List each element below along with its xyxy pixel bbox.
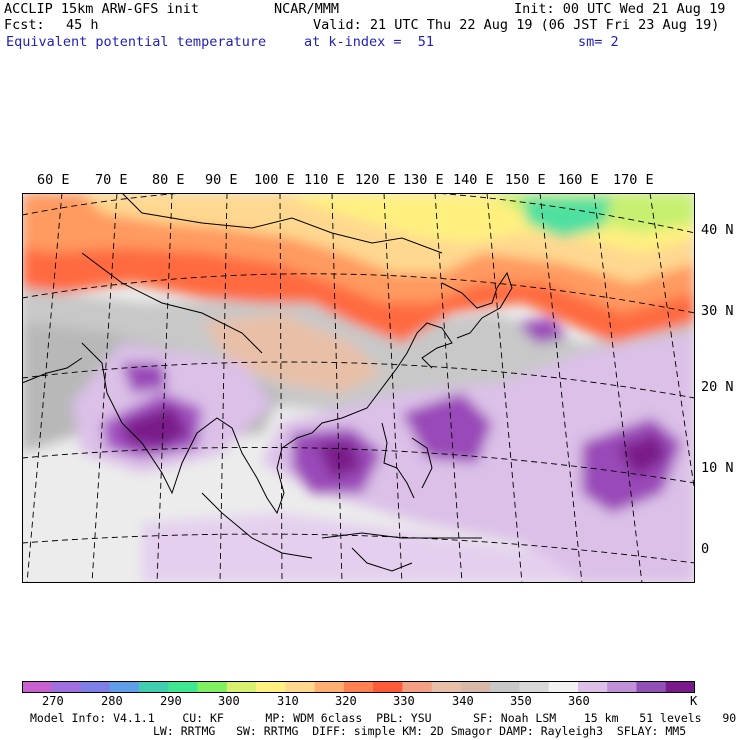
colorbar-tick-label: 330 [393,694,415,708]
colorbar-tick-label: 310 [277,694,299,708]
lon-label: 170 E [613,172,654,188]
colorbar-swatch [256,681,286,693]
lon-label: 70 E [95,172,128,188]
model-info-line-1: Model Info: V4.1.1 CU: KF MP: WDM 6class… [30,711,740,725]
lon-label: 80 E [152,172,185,188]
lat-label: 40 N [701,222,734,238]
colorbar-swatch [51,681,82,693]
colorbar-tick-label: 360 [568,694,590,708]
colorbar-swatch [402,681,433,693]
colorbar-swatch [665,681,695,693]
organization-label: NCAR/MMM [274,1,340,17]
colorbar-swatch [373,681,403,693]
colorbar-swatch [460,681,491,693]
colorbar-swatch [431,681,462,693]
lat-label: 0 [701,541,710,557]
colorbar-swatch [314,681,345,693]
colorbar-swatch [548,681,579,693]
model-info-line-2: LW: RRTMG SW: RRTMG DIFF: simple KM: 2D … [153,724,687,738]
colorbar-swatch [490,681,520,693]
colorbar-tick-label: 320 [335,694,357,708]
coastlines [22,193,513,572]
colorbar-swatch [519,681,550,693]
colorbar-tick-label: 290 [160,694,182,708]
colorbar-tick-label: 340 [452,694,474,708]
lon-label: 120 E [355,172,396,188]
forecast-hours: 45 h [66,17,99,33]
lat-label: 30 N [701,303,734,319]
colorbar-swatch [109,681,140,693]
colorbar-frame [22,681,695,693]
colorbar-swatch [168,681,199,693]
lon-label: 110 E [304,172,345,188]
colorbar-swatch [139,681,169,693]
colorbar-swatch [343,681,374,693]
lon-label: 140 E [453,172,494,188]
colorbar-tick-label: 280 [101,694,123,708]
graticule [22,193,695,583]
theta-e-map [22,193,695,583]
smoothing-label: sm= 2 [578,34,619,50]
lon-label: 60 E [37,172,70,188]
colorbar-swatch [607,681,637,693]
colorbar-unit: K [690,694,698,708]
colorbar-swatch [636,681,667,693]
lat-label: 20 N [701,379,734,395]
colorbar [22,681,695,693]
lat-label: 10 N [701,460,734,476]
colorbar-swatch [197,681,228,693]
lon-label: 130 E [403,172,444,188]
colorbar-swatch [22,681,52,693]
field-name: Equivalent potential temperature [6,34,267,50]
model-title: ACCLIP 15km ARW-GFS init [4,1,200,17]
lon-label: 100 E [254,172,295,188]
colorbar-swatch [285,681,316,693]
lon-label: 150 E [505,172,546,188]
forecast-label: Fcst: [4,17,45,33]
colorbar-tick-label: 300 [218,694,240,708]
map-frame [22,193,695,583]
colorbar-tick-label: 350 [510,694,532,708]
init-time: Init: 00 UTC Wed 21 Aug 19 [514,1,726,17]
lon-label: 90 E [205,172,238,188]
valid-time: Valid: 21 UTC Thu 22 Aug 19 (06 JST Fri … [313,17,720,33]
lon-label: 160 E [558,172,599,188]
colorbar-swatch [577,681,608,693]
level-index: at k-index = 51 [304,34,435,50]
colorbar-swatch [226,681,257,693]
colorbar-tick-label: 270 [42,694,64,708]
colorbar-swatch [80,681,111,693]
